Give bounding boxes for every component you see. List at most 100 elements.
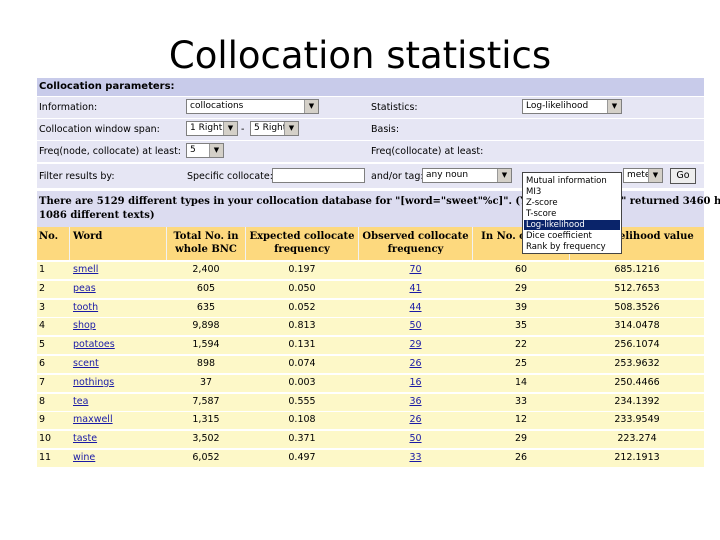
col-header-expected: Expected collocate frequency	[249, 231, 355, 255]
cell-word[interactable]: potatoes	[73, 339, 115, 351]
window-span-label: Collocation window span:	[39, 124, 160, 135]
cell-no: 9	[39, 414, 46, 426]
cell-word[interactable]: nothings	[73, 376, 115, 388]
chevron-down-icon: ▼	[607, 100, 621, 113]
statistics-option[interactable]: Dice coefficient	[526, 231, 592, 241]
freq-node-select[interactable]: 5 ▼	[186, 143, 224, 158]
window-right-select[interactable]: 5 Right ▼	[250, 121, 299, 136]
cell-observed[interactable]: 41	[409, 282, 422, 294]
cell-observed[interactable]: 36	[409, 395, 422, 407]
chevron-down-icon: ▼	[209, 144, 223, 157]
extra-select[interactable]: meters ▼	[623, 168, 663, 183]
cell-ll: 508.3526	[614, 301, 660, 313]
window-left-select[interactable]: 1 Right ▼	[186, 121, 238, 136]
cell-total: 6,052	[192, 452, 220, 463]
cell-word[interactable]: tooth	[73, 301, 99, 313]
statistics-option[interactable]: Z-score	[526, 198, 558, 208]
params-header: Collocation parameters:	[37, 78, 704, 96]
slide-title: Collocation statistics	[168, 34, 552, 77]
statistics-select-value: Log-likelihood	[526, 101, 589, 111]
cell-total: 898	[196, 358, 216, 369]
window-left-value: 1 Right	[190, 123, 223, 133]
statistics-option[interactable]: MI3	[526, 187, 542, 197]
cell-total: 7,587	[192, 395, 220, 407]
cell-no: 5	[39, 339, 46, 351]
info-text-a: There are 5129 different types in your c…	[39, 196, 683, 207]
cell-word[interactable]: shop	[73, 320, 96, 332]
freq-node-value: 5	[190, 145, 196, 155]
filter-label: Filter results by:	[39, 171, 115, 182]
basis-label: Basis:	[371, 124, 400, 135]
cell-observed[interactable]: 26	[409, 358, 422, 369]
information-select[interactable]: collocations ▼	[186, 99, 319, 114]
information-label: Information:	[39, 102, 98, 113]
cell-observed[interactable]: 29	[409, 339, 422, 351]
extra-select-value: meters	[627, 170, 659, 180]
cell-observed[interactable]: 16	[409, 376, 422, 388]
statistics-option[interactable]: T-score	[526, 209, 557, 219]
column-divider	[245, 227, 246, 260]
cell-ll: 685.1216	[614, 264, 660, 275]
cell-word[interactable]: peas	[73, 282, 96, 294]
tag-select[interactable]: any noun ▼	[422, 168, 512, 183]
cell-no: 1	[39, 264, 46, 275]
cell-observed[interactable]: 70	[409, 264, 422, 275]
cell-ll: 212.1913	[614, 452, 660, 463]
cell-word[interactable]: smell	[73, 264, 99, 275]
specific-collocate-input[interactable]	[272, 168, 365, 183]
chevron-down-icon: ▼	[648, 169, 662, 182]
chevron-down-icon: ▼	[223, 122, 237, 135]
cell-expected: 0.197	[288, 264, 316, 275]
statistics-option[interactable]: Rank by frequency	[526, 242, 606, 252]
table-row: 9 maxwell 1,315 0.108 26 12 233.9549	[37, 411, 704, 430]
statistics-option[interactable]: Mutual information	[526, 176, 607, 186]
cell-observed[interactable]: 50	[409, 433, 422, 445]
cell-no: 4	[39, 320, 46, 332]
cell-ll: 256.1074	[614, 339, 660, 351]
params-row-freq: Freq(node, collocate) at least: 5 ▼ Freq…	[37, 141, 704, 162]
cell-word[interactable]: tea	[73, 395, 89, 407]
cell-word[interactable]: wine	[73, 452, 96, 463]
table-row: 5 potatoes 1,594 0.131 29 22 256.1074	[37, 336, 704, 355]
col-header-no: No.	[39, 231, 59, 242]
col-header-total: Total No. in whole BNC	[173, 231, 239, 255]
params-row-information: Information: collocations ▼ Statistics: …	[37, 97, 704, 118]
chevron-down-icon: ▼	[497, 169, 511, 182]
info-line-1: There are 5129 different types in your c…	[39, 196, 720, 207]
cell-expected: 0.497	[288, 452, 316, 463]
table-row: 1 smell 2,400 0.197 70 60 685.1216	[37, 261, 704, 279]
specific-collocate-label: Specific collocate:	[187, 171, 273, 182]
table-row: 2 peas 605 0.050 41 29 512.7653	[37, 279, 704, 298]
cell-expected: 0.108	[288, 414, 316, 426]
table-row: 4 shop 9,898 0.813 50 35 314.0478	[37, 317, 704, 336]
cell-word[interactable]: maxwell	[73, 414, 113, 426]
cell-word[interactable]: scent	[73, 358, 99, 369]
cell-ll: 233.9549	[614, 414, 660, 426]
window-right-value: 5 Right	[254, 123, 287, 133]
cell-ll: 314.0478	[614, 320, 660, 332]
cell-ll: 512.7653	[614, 282, 660, 294]
statistics-option[interactable]: Log-likelihood	[524, 220, 620, 230]
cell-texts: 25	[514, 358, 528, 369]
table-row: 11 wine 6,052 0.497 33 26 212.1913	[37, 449, 704, 467]
col-header-texts: In No. of texts	[481, 231, 561, 242]
cell-no: 11	[39, 452, 52, 463]
column-divider	[472, 227, 473, 260]
column-divider	[166, 227, 167, 260]
cell-expected: 0.813	[288, 320, 316, 332]
cell-observed[interactable]: 33	[409, 452, 422, 463]
window-dash: -	[241, 124, 245, 135]
cell-expected: 0.003	[288, 376, 316, 388]
cell-no: 10	[39, 433, 52, 445]
cell-texts: 29	[514, 282, 528, 294]
cell-observed[interactable]: 50	[409, 320, 422, 332]
cell-observed[interactable]: 44	[409, 301, 422, 313]
statistics-select[interactable]: Log-likelihood ▼	[522, 99, 622, 114]
statistics-dropdown-list[interactable]: Mutual information MI3 Z-score T-score Log-l…	[522, 172, 622, 254]
tag-select-value: any noun	[426, 170, 469, 180]
cell-ll: 223.274	[617, 433, 657, 445]
go-button[interactable]: Go	[670, 168, 696, 184]
cell-word[interactable]: taste	[73, 433, 98, 445]
cell-observed[interactable]: 26	[409, 414, 422, 426]
freq-collocate-label: Freq(collocate) at least:	[371, 146, 484, 157]
